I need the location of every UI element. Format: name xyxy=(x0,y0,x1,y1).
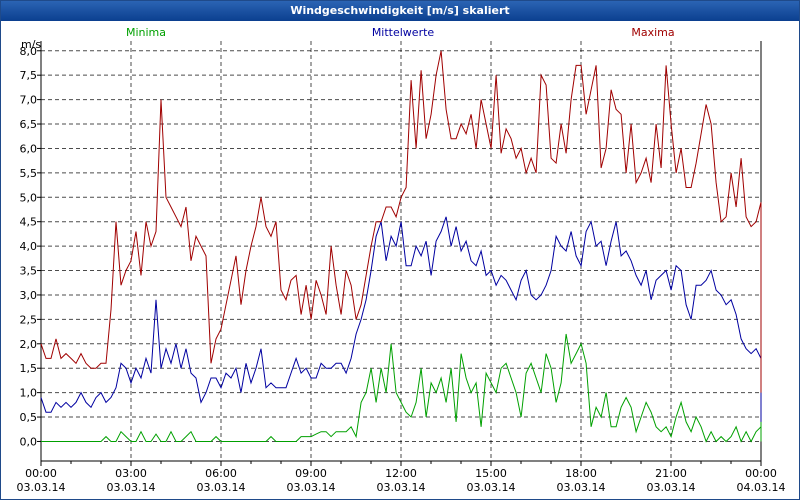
series-line-maxima xyxy=(40,50,762,393)
y-tick-label: 2,0 xyxy=(20,338,38,351)
x-tick-time: 00:00 xyxy=(25,467,57,480)
axes xyxy=(37,41,762,466)
legend-mittelwerte: Mittelwerte xyxy=(372,26,435,39)
x-tick-time: 15:00 xyxy=(475,467,507,480)
y-tick-label: 7,5 xyxy=(20,69,38,82)
y-tick-label: 6,5 xyxy=(20,118,38,131)
x-tick-date: 03.03.14 xyxy=(377,481,426,494)
y-tick-label: 7,0 xyxy=(20,94,38,107)
x-tick-date: 03.03.14 xyxy=(197,481,246,494)
labels-group: 0,0 0,5 1,0 1,5 2,0 2,5 3,0 3,5 4,0 4,5 5,0 5,5 6,0 6… xyxy=(17,26,786,494)
x-tick-time: 12:00 xyxy=(385,467,417,480)
y-tick-label: 0,5 xyxy=(20,411,38,424)
x-tick-time: 03:00 xyxy=(115,467,147,480)
wind-speed-chart: 0,0 0,5 1,0 1,5 2,0 2,5 3,0 3,5 4,0 4,5 5,0 5,5 6,0 6… xyxy=(17,26,786,494)
x-tick-date: 03.03.14 xyxy=(17,481,66,494)
y-tick-label: 5,0 xyxy=(20,191,38,204)
x-tick-date: 03.03.14 xyxy=(107,481,156,494)
y-axis-unit: m/s xyxy=(21,38,41,51)
legend-minima: Minima xyxy=(126,26,166,39)
x-tick-time: 06:00 xyxy=(205,467,237,480)
y-tick-label: 5,5 xyxy=(20,167,38,180)
y-tick-label: 1,0 xyxy=(20,387,38,400)
y-tick-label: 6,0 xyxy=(20,142,38,155)
x-tick-time: 00:00 xyxy=(745,467,777,480)
window-title: Windgeschwindigkeit [m/s] skaliert xyxy=(1,1,799,21)
y-tick-label: 4,5 xyxy=(20,216,38,229)
grid-lines xyxy=(41,41,761,461)
y-tick-label: 1,5 xyxy=(20,362,38,375)
legend-maxima: Maxima xyxy=(631,26,674,39)
x-tick-date: 03.03.14 xyxy=(647,481,696,494)
y-tick-label: 0,0 xyxy=(20,435,38,448)
x-tick-time: 09:00 xyxy=(295,467,327,480)
x-tick-date: 04.03.14 xyxy=(737,481,786,494)
y-tick-label: 8,0 xyxy=(20,45,38,58)
series-group xyxy=(40,50,762,443)
x-tick-date: 03.03.14 xyxy=(467,481,516,494)
y-tick-label: 3,0 xyxy=(20,289,38,302)
x-tick-time: 18:00 xyxy=(565,467,597,480)
y-tick-label: 4,0 xyxy=(20,240,38,253)
series-line-minima xyxy=(41,333,762,443)
x-tick-time: 21:00 xyxy=(655,467,687,480)
y-tick-label: 2,5 xyxy=(20,313,38,326)
y-tick-label: 3,5 xyxy=(20,265,38,278)
x-tick-date: 03.03.14 xyxy=(557,481,606,494)
x-tick-date: 03.03.14 xyxy=(287,481,336,494)
